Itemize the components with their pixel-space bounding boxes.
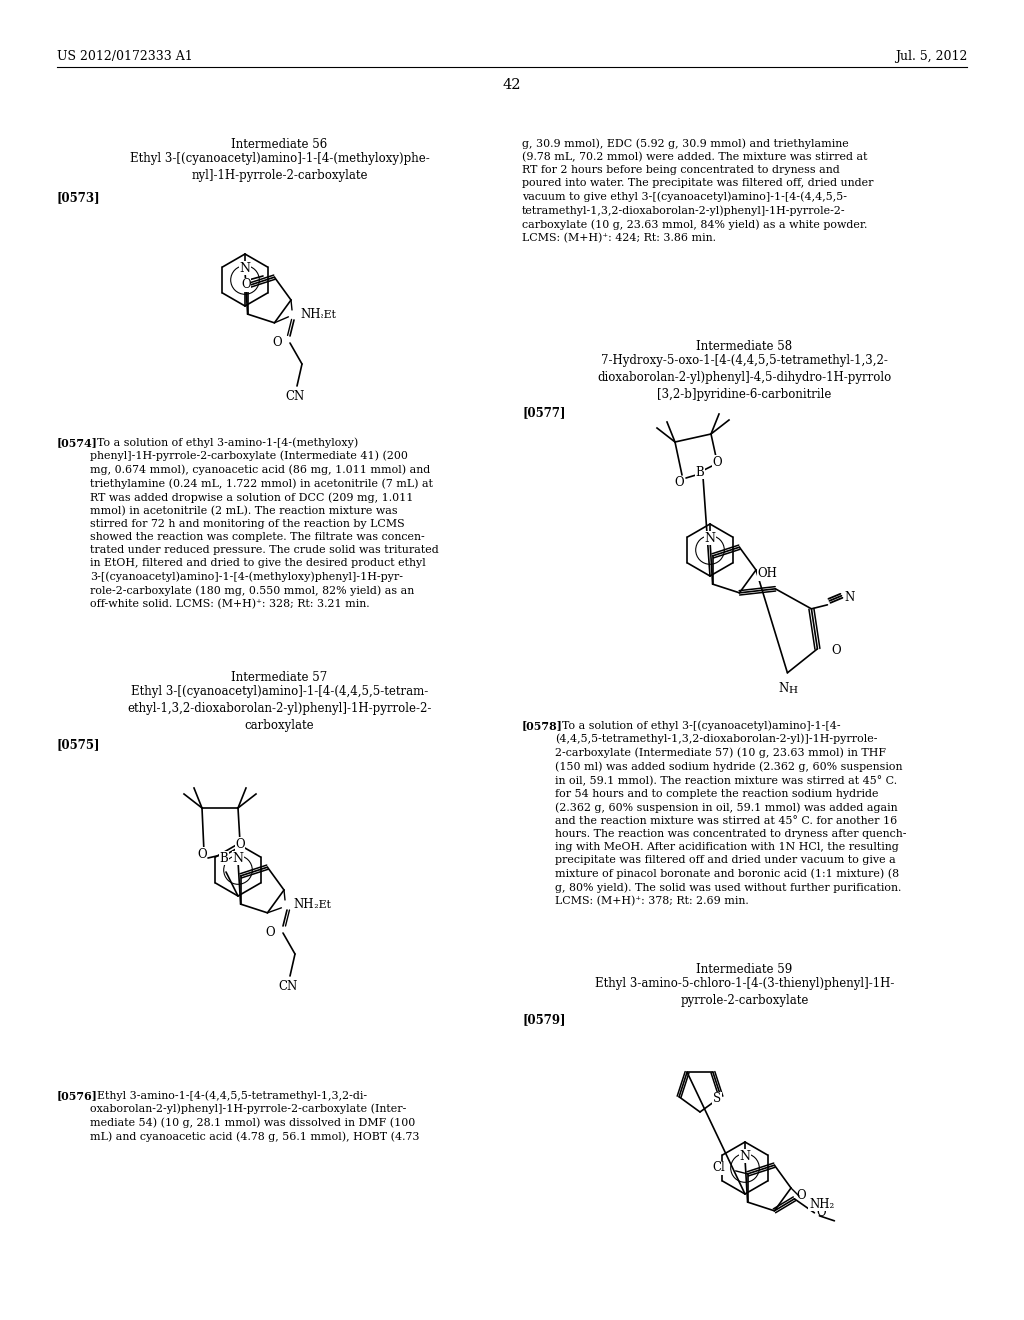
Text: To a solution of ethyl 3-[(cyanoacetyl)amino]-1-[4-
(4,4,5,5-tetramethyl-1,3,2-d: To a solution of ethyl 3-[(cyanoacetyl)a… xyxy=(555,719,906,906)
Text: OH: OH xyxy=(758,568,777,581)
Text: 7-Hydroxy-5-oxo-1-[4-(4,4,5,5-tetramethyl-1,3,2-
dioxaborolan-2-yl)phenyl]-4,5-d: 7-Hydroxy-5-oxo-1-[4-(4,4,5,5-tetramethy… xyxy=(597,354,892,400)
Text: [0578]: [0578] xyxy=(522,719,563,731)
Text: To a solution of ethyl 3-amino-1-[4-(methyloxy)
phenyl]-1H-pyrrole-2-carboxylate: To a solution of ethyl 3-amino-1-[4-(met… xyxy=(90,437,438,610)
Text: B: B xyxy=(695,466,705,479)
Text: N: N xyxy=(705,532,716,544)
Text: CO₂Et: CO₂Et xyxy=(297,900,332,909)
Text: CO₂Et: CO₂Et xyxy=(302,310,336,319)
Text: g, 30.9 mmol), EDC (5.92 g, 30.9 mmol) and triethylamine
(9.78 mL, 70.2 mmol) we: g, 30.9 mmol), EDC (5.92 g, 30.9 mmol) a… xyxy=(522,139,873,243)
Text: NH: NH xyxy=(300,308,321,321)
Text: N: N xyxy=(739,1150,751,1163)
Text: [0579]: [0579] xyxy=(522,1012,565,1026)
Text: Ethyl 3-[(cyanoacetyl)amino]-1-[4-(methyloxy)phe-
nyl]-1H-pyrrole-2-carboxylate: Ethyl 3-[(cyanoacetyl)amino]-1-[4-(methy… xyxy=(130,152,429,182)
Text: Cl: Cl xyxy=(713,1162,726,1175)
Text: B: B xyxy=(219,851,228,865)
Text: O: O xyxy=(674,477,684,490)
Text: Intermediate 56: Intermediate 56 xyxy=(231,139,328,150)
Text: Intermediate 57: Intermediate 57 xyxy=(231,671,328,684)
Text: N: N xyxy=(845,591,855,605)
Text: N: N xyxy=(240,261,251,275)
Text: CN: CN xyxy=(279,979,298,993)
Text: N: N xyxy=(232,851,244,865)
Text: 42: 42 xyxy=(503,78,521,92)
Text: O: O xyxy=(272,335,282,348)
Text: [0576]: [0576] xyxy=(57,1090,98,1101)
Text: Ethyl 3-amino-1-[4-(4,4,5,5-tetramethyl-1,3,2-di-
oxaborolan-2-yl)phenyl]-1H-pyr: Ethyl 3-amino-1-[4-(4,4,5,5-tetramethyl-… xyxy=(90,1090,420,1142)
Text: [0577]: [0577] xyxy=(522,407,565,418)
Text: Ethyl 3-[(cyanoacetyl)amino]-1-[4-(4,4,5,5-tetram-
ethyl-1,3,2-dioxaborolan-2-yl: Ethyl 3-[(cyanoacetyl)amino]-1-[4-(4,4,5… xyxy=(127,685,432,731)
Text: NH: NH xyxy=(293,898,313,911)
Text: O: O xyxy=(242,279,251,292)
Text: O: O xyxy=(831,644,841,657)
Text: NH₂: NH₂ xyxy=(809,1197,835,1210)
Text: [0574]: [0574] xyxy=(57,437,98,447)
Text: Jul. 5, 2012: Jul. 5, 2012 xyxy=(895,50,967,63)
Text: [0573]: [0573] xyxy=(57,191,100,205)
Text: N: N xyxy=(778,682,788,696)
Text: [0575]: [0575] xyxy=(57,738,100,751)
Text: Intermediate 58: Intermediate 58 xyxy=(696,341,793,352)
Text: S: S xyxy=(713,1092,721,1105)
Text: H: H xyxy=(788,686,798,696)
Text: O: O xyxy=(816,1206,826,1220)
Text: CN: CN xyxy=(286,389,304,403)
Text: O: O xyxy=(236,837,245,850)
Text: O: O xyxy=(712,455,722,469)
Text: O: O xyxy=(198,847,207,861)
Text: Intermediate 59: Intermediate 59 xyxy=(696,964,793,975)
Text: US 2012/0172333 A1: US 2012/0172333 A1 xyxy=(57,50,193,63)
Text: O: O xyxy=(265,925,275,939)
Text: Ethyl 3-amino-5-chloro-1-[4-(3-thienyl)phenyl]-1H-
pyrrole-2-carboxylate: Ethyl 3-amino-5-chloro-1-[4-(3-thienyl)p… xyxy=(595,977,894,1007)
Text: O: O xyxy=(797,1189,806,1203)
